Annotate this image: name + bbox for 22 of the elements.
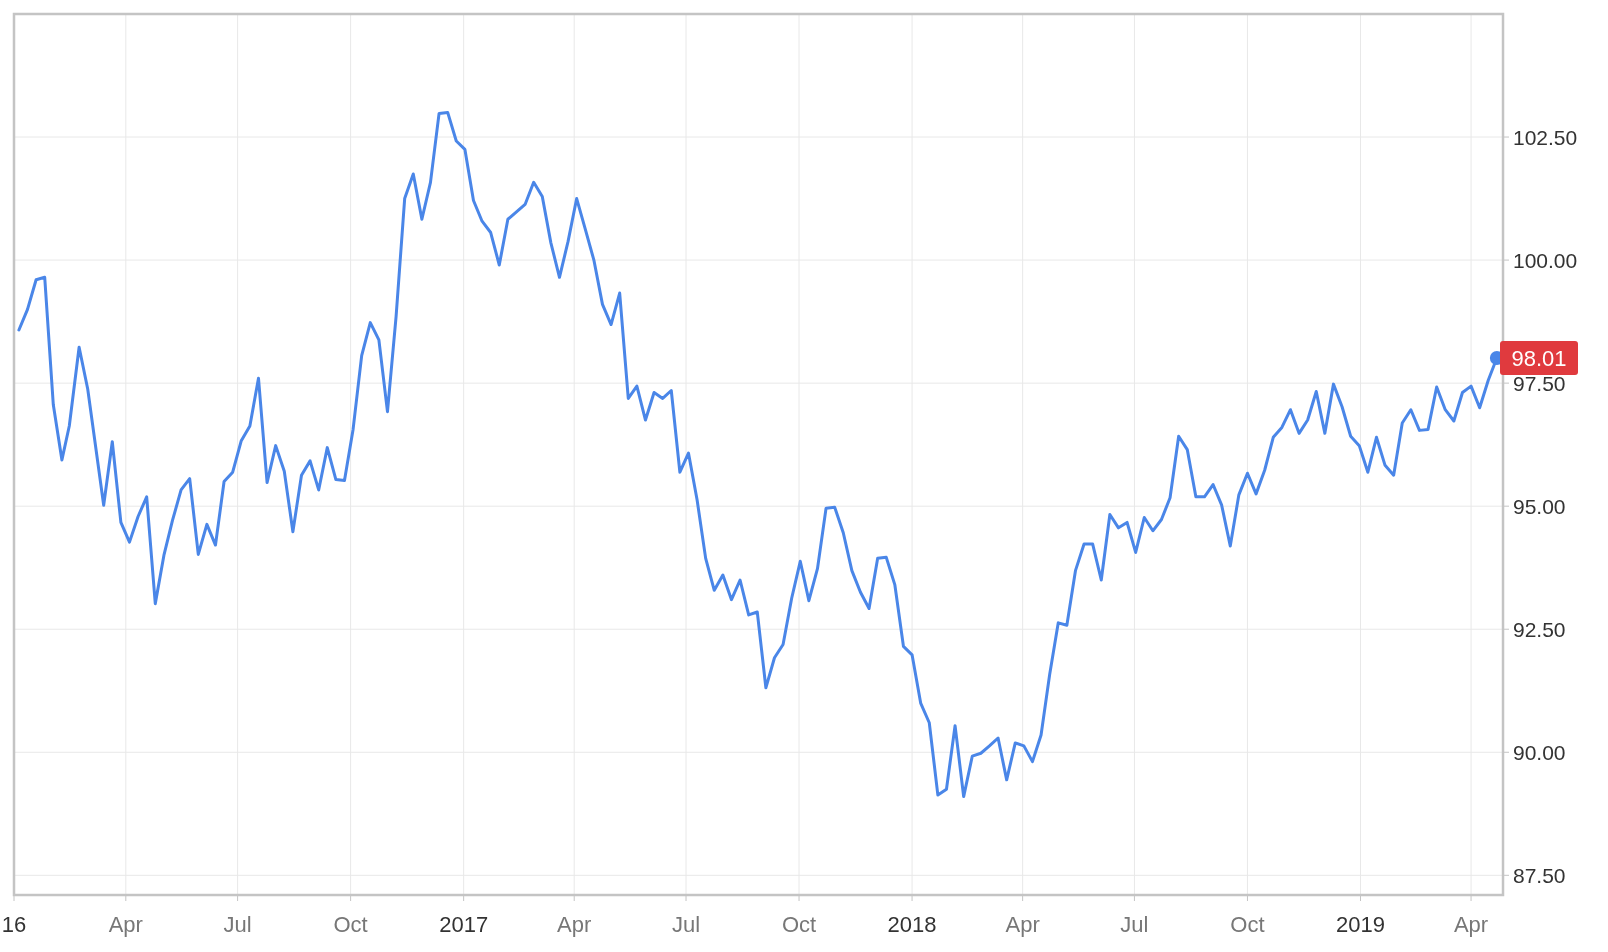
y-tick-label: 100.00 [1513,249,1578,273]
y-tick-label: 90.00 [1513,741,1566,765]
x-tick-label: Oct [781,912,817,937]
x-tick-label: 2017 [439,912,489,937]
x-tick-label: Oct [1230,912,1265,937]
x-tick-label: Apr [557,912,592,937]
y-tick-label: 87.50 [1513,864,1566,888]
x-tick-label: Jul [223,912,252,937]
annotation: 98.01 [1511,346,1567,372]
x-tick-label: 16 [1,912,27,937]
y-tick-label: 92.50 [1513,618,1566,642]
x-tick-label: Apr [1453,912,1489,937]
x-tick-label: Apr [1005,912,1040,937]
x-tick-label: 2019 [1336,912,1385,937]
x-tick-label: Jul [671,912,701,937]
x-tick-label: Apr [108,912,143,937]
x-tick-label: Jul [1120,912,1149,937]
x-tick-label: Oct [333,912,368,937]
y-tick-label: 95.00 [1513,495,1566,519]
y-tick-label: 102.50 [1513,126,1578,150]
y-tick-label: 97.50 [1513,372,1566,396]
x-tick-label: 2018 [887,912,937,937]
